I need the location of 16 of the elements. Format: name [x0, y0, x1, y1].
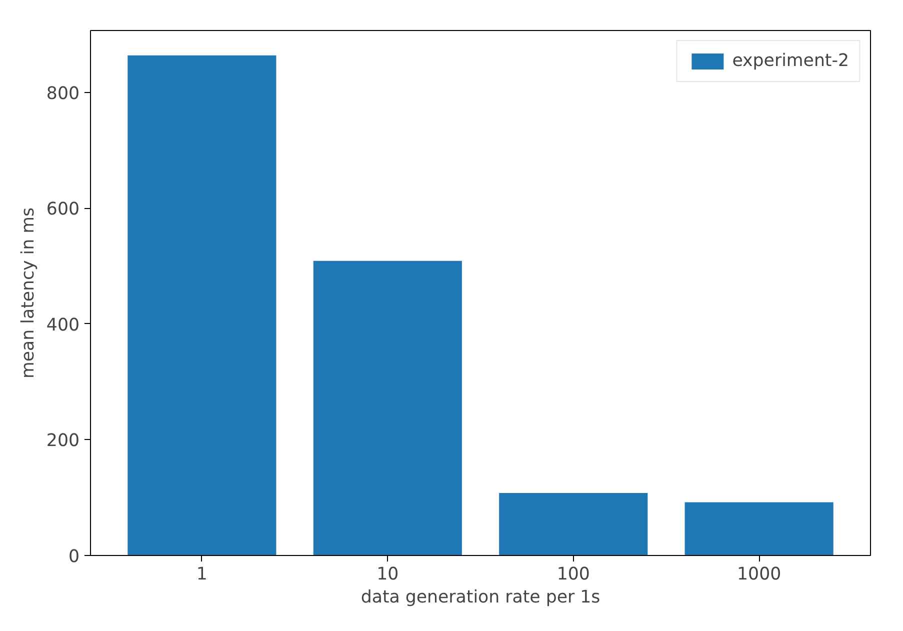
y-tick-label: 0	[68, 547, 80, 567]
bar	[684, 502, 834, 556]
x-tick-label: 1	[196, 564, 208, 584]
bar	[128, 55, 276, 556]
bar	[499, 492, 648, 556]
y-tick-label: 600	[46, 200, 80, 220]
x-tick-label: 10	[376, 564, 399, 584]
x-tick-label: 1000	[737, 564, 782, 584]
y-tick-label: 800	[46, 84, 80, 104]
y-tick-label: 400	[46, 315, 80, 336]
x-tick-label: 100	[556, 564, 590, 584]
y-tick-label: 200	[46, 431, 80, 452]
bar	[313, 260, 462, 556]
legend-label: experiment-2	[732, 51, 849, 71]
x-axis-title: data generation rate per 1s	[360, 588, 600, 608]
y-axis-title: mean latency in ms	[18, 207, 38, 379]
